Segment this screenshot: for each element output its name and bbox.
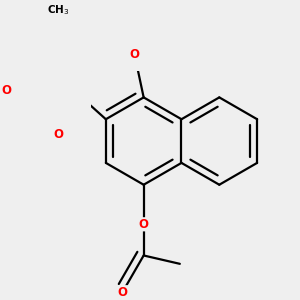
Text: O: O (53, 128, 63, 141)
Text: O: O (130, 48, 140, 61)
Text: CH$_3$: CH$_3$ (47, 3, 70, 16)
Text: O: O (139, 218, 149, 231)
Text: O: O (2, 84, 12, 97)
Text: O: O (118, 286, 128, 299)
